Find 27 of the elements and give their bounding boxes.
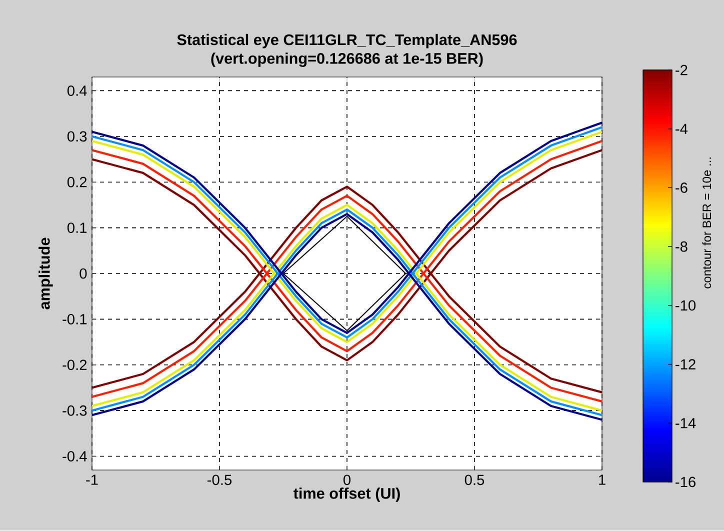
color-bar-label: -2 — [676, 65, 688, 76]
y-tick-label: -0.2 — [62, 360, 87, 370]
color-bar-label: -10 — [676, 300, 696, 311]
y-tick-label: -0.1 — [62, 314, 87, 325]
chart-title: Statistical eye CEI11GLR_TC_Template_AN596 — [177, 34, 517, 48]
color-bar-label: -14 — [676, 418, 696, 428]
x-tick-label: -1 — [86, 474, 98, 485]
color-bar-label: -4 — [676, 124, 688, 134]
y-tick-label: 0.2 — [67, 177, 87, 188]
x-tick-label: 0.5 — [464, 474, 484, 486]
y-tick-label: -0.3 — [62, 406, 87, 416]
color-bar-label: -12 — [676, 359, 696, 370]
color-bar-label: -6 — [676, 182, 688, 194]
chart-subtitle: (vert.opening=0.126686 at 1e-15 BER) — [211, 52, 483, 68]
y-tick-label: 0.1 — [67, 222, 87, 234]
color-bar-label: -8 — [676, 242, 688, 252]
x-tick-label: 1 — [599, 474, 606, 485]
x-tick-label: 0 — [343, 474, 350, 486]
color-bar-title: contour for BER = 10e ... — [702, 158, 712, 289]
y-axis-title: amplitude — [38, 238, 53, 310]
x-tick-label: -0.5 — [208, 474, 232, 486]
y-tick-label: 0 — [80, 268, 87, 279]
x-axis-title: time offset (UI) — [294, 488, 400, 502]
y-tick-label: 0.4 — [67, 86, 87, 96]
color-bar-label: -16 — [676, 476, 696, 488]
y-tick-label: 0.3 — [67, 131, 87, 142]
y-tick-label: -0.4 — [62, 451, 87, 462]
